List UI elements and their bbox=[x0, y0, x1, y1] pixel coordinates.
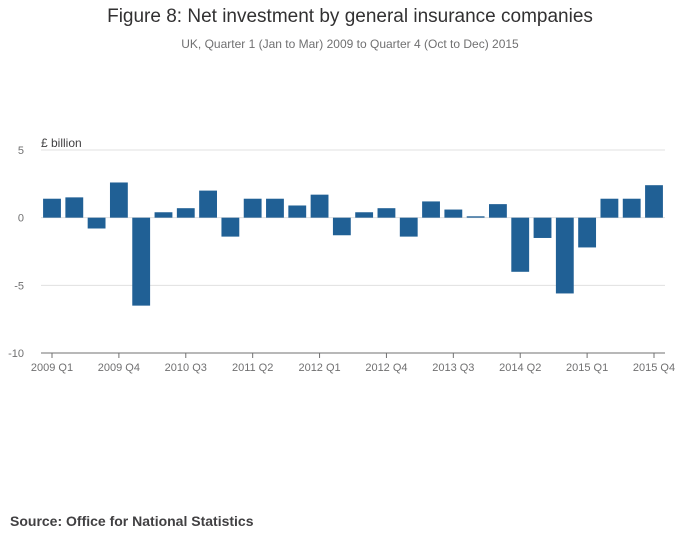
bar bbox=[310, 194, 329, 218]
bar bbox=[243, 198, 262, 218]
bar bbox=[422, 201, 440, 218]
chart-subtitle: UK, Quarter 1 (Jan to Mar) 2009 to Quart… bbox=[181, 37, 519, 51]
bar bbox=[511, 217, 530, 272]
bar bbox=[332, 217, 351, 236]
x-tick-label: 2015 Q1 bbox=[566, 362, 608, 374]
x-tick-label: 2013 Q3 bbox=[432, 362, 474, 374]
bars bbox=[43, 182, 663, 306]
bar bbox=[533, 217, 552, 238]
chart-title: Figure 8: Net investment by general insu… bbox=[107, 6, 593, 27]
x-tick-label: 2015 Q4 bbox=[633, 362, 675, 374]
bar bbox=[65, 197, 84, 218]
bar bbox=[132, 217, 151, 306]
y-axis-label: £ billion bbox=[41, 136, 82, 150]
bar bbox=[444, 209, 463, 218]
bar bbox=[622, 198, 641, 218]
bar bbox=[466, 216, 485, 218]
bar bbox=[600, 198, 619, 218]
y-tick-label: 0 bbox=[18, 213, 24, 225]
y-tick-label: -10 bbox=[8, 348, 24, 360]
bar bbox=[154, 212, 173, 218]
bar bbox=[489, 204, 507, 218]
bar bbox=[555, 217, 574, 294]
bar bbox=[399, 217, 418, 237]
x-tick-label: 2009 Q1 bbox=[31, 362, 73, 374]
x-tick-label: 2010 Q3 bbox=[165, 362, 207, 374]
bar bbox=[377, 208, 396, 218]
bar bbox=[578, 217, 597, 248]
bar bbox=[176, 208, 195, 218]
y-tick-label: -5 bbox=[14, 280, 24, 292]
axes: 2009 Q1 2009 Q4 2010 Q3 2011 Q2 2012 Q1 2012 … bbox=[31, 352, 675, 374]
x-tick-label: 2009 Q4 bbox=[98, 362, 140, 374]
bar bbox=[199, 190, 217, 218]
bar bbox=[43, 198, 61, 218]
x-tick-label: 2012 Q4 bbox=[365, 362, 407, 374]
bar bbox=[645, 185, 663, 218]
x-tick-label: 2012 Q1 bbox=[298, 362, 340, 374]
bar bbox=[87, 217, 106, 229]
source-note: Source: Office for National Statistics bbox=[10, 513, 254, 529]
y-tick-label: 5 bbox=[18, 145, 24, 157]
x-tick-label: 2014 Q2 bbox=[499, 362, 541, 374]
bar bbox=[266, 198, 284, 218]
bar bbox=[221, 217, 240, 237]
bar bbox=[109, 182, 128, 218]
bar bbox=[355, 212, 374, 218]
bar bbox=[288, 205, 307, 218]
x-tick-label: 2011 Q2 bbox=[232, 362, 273, 374]
